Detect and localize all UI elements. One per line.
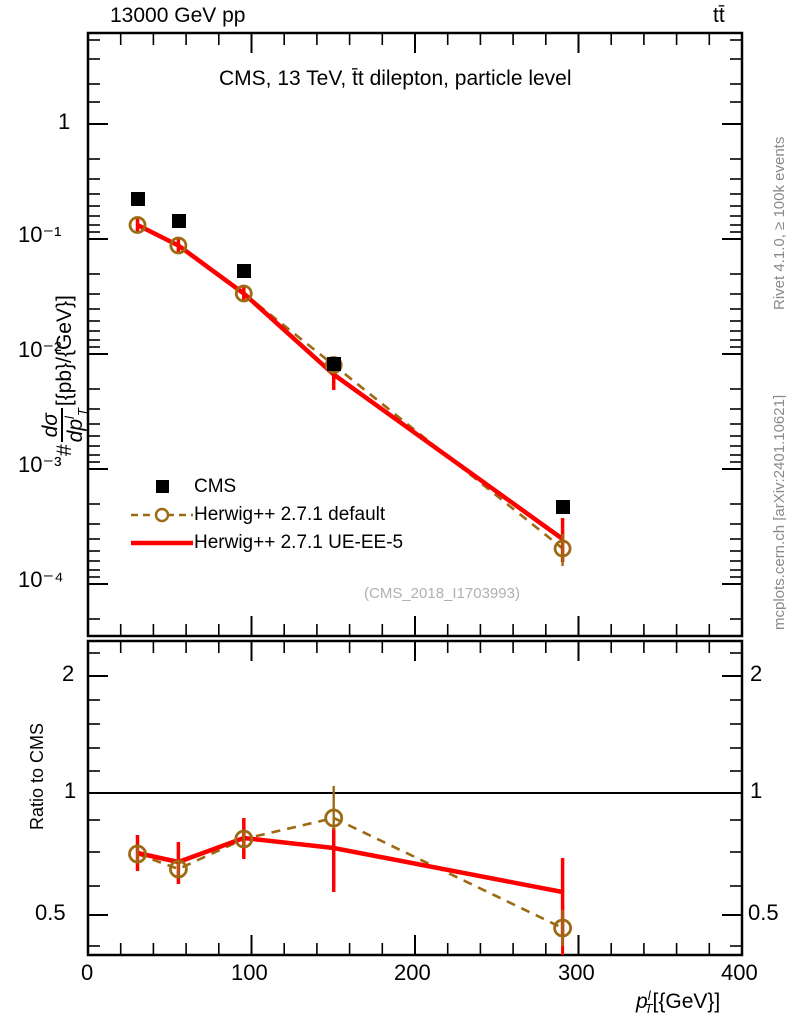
ratio-tick-label-1: 1 [64,778,77,803]
y-label-den-sub: T [75,408,91,417]
plot-title: CMS, 13 TeV, t̄t dilepton, particle leve… [219,67,572,90]
watermark-analysis-id: (CMS_2018_I1703993) [364,585,520,602]
ratio-line-herwig-default [137,816,564,930]
ratio-y-major-ticks [88,675,742,916]
y-tick-label-4: 10⁻⁴ [18,567,64,592]
x-axis-label: plT[{GeV}] [636,988,720,1016]
ratio-tick-label-0p5: 0.5 [35,900,66,925]
legend-item-herwig-ueee5[interactable]: Herwig++ 2.7.1 UE-EE-5 [130,529,403,557]
legend-label-herwig-default: Herwig++ 2.7.1 default [194,504,386,525]
ratio-error-bars-herwig-ueee5 [135,818,565,935]
y-label-numerator: dσ [39,413,62,438]
ratio-y-axis-label-text: Ratio to CMS [27,722,47,830]
legend-item-cms[interactable]: CMS [130,473,403,501]
ratio-tick-label-2: 2 [62,661,75,686]
y-tick-label-2: 10⁻² [18,337,62,362]
ratio-y-minor-ticks [88,652,742,947]
x-tick-label-400: 400 [721,960,758,985]
header-left: 13000 GeV pp [110,4,246,27]
ratio-tick-label-1-right: 1 [750,778,763,803]
ratio-tick-label-0p5-right: 0.5 [748,900,779,925]
ratio-x-ticks [87,641,743,955]
y-tick-label-0: 1 [58,109,71,134]
ratio-line-herwig-ueee5 [137,835,564,895]
ratio-markers-herwig-default [128,808,572,938]
legend-swatch-herwig-ueee5 [130,534,194,552]
x-tick-label-100: 100 [231,960,268,985]
mcplots-text: mcplots.cern.ch [arXiv:2401.10621] [771,394,786,630]
y-label-den-sup: l [62,416,77,419]
x-tick-label-200: 200 [394,960,431,985]
y-label-denominator: dp [64,418,87,443]
legend-swatch-cms [130,478,194,496]
x-axis-label-sub: T [644,1001,653,1017]
ratio-x-minor-ticks [119,641,711,955]
x-axis-label-p: p [636,990,648,1013]
x-tick-label-300: 300 [558,960,595,985]
legend-item-herwig-default[interactable]: Herwig++ 2.7.1 default [130,501,403,529]
legend: CMS Herwig++ 2.7.1 default Herwig++ 2.7.… [130,473,403,557]
legend-swatch-herwig-default [130,506,194,524]
legend-label-cms: CMS [194,476,237,497]
x-axis-label-unit: [{GeV}] [652,990,721,1013]
markers-cms [131,192,570,514]
x-axis-label-sup: l [647,988,651,1003]
header-right: tt̄ [713,4,725,27]
y-tick-label-1: 10⁻¹ [18,222,62,247]
ratio-error-bars-herwig-default [136,786,564,946]
ratio-tick-label-2-right: 2 [750,661,763,686]
rivet-version-text: Rivet 4.1.0, ≥ 100k events [771,136,786,310]
y-tick-label-3: 10⁻³ [18,452,62,477]
legend-label-herwig-ueee5: Herwig++ 2.7.1 UE-EE-5 [194,532,404,553]
x-tick-label-0: 0 [81,960,94,985]
